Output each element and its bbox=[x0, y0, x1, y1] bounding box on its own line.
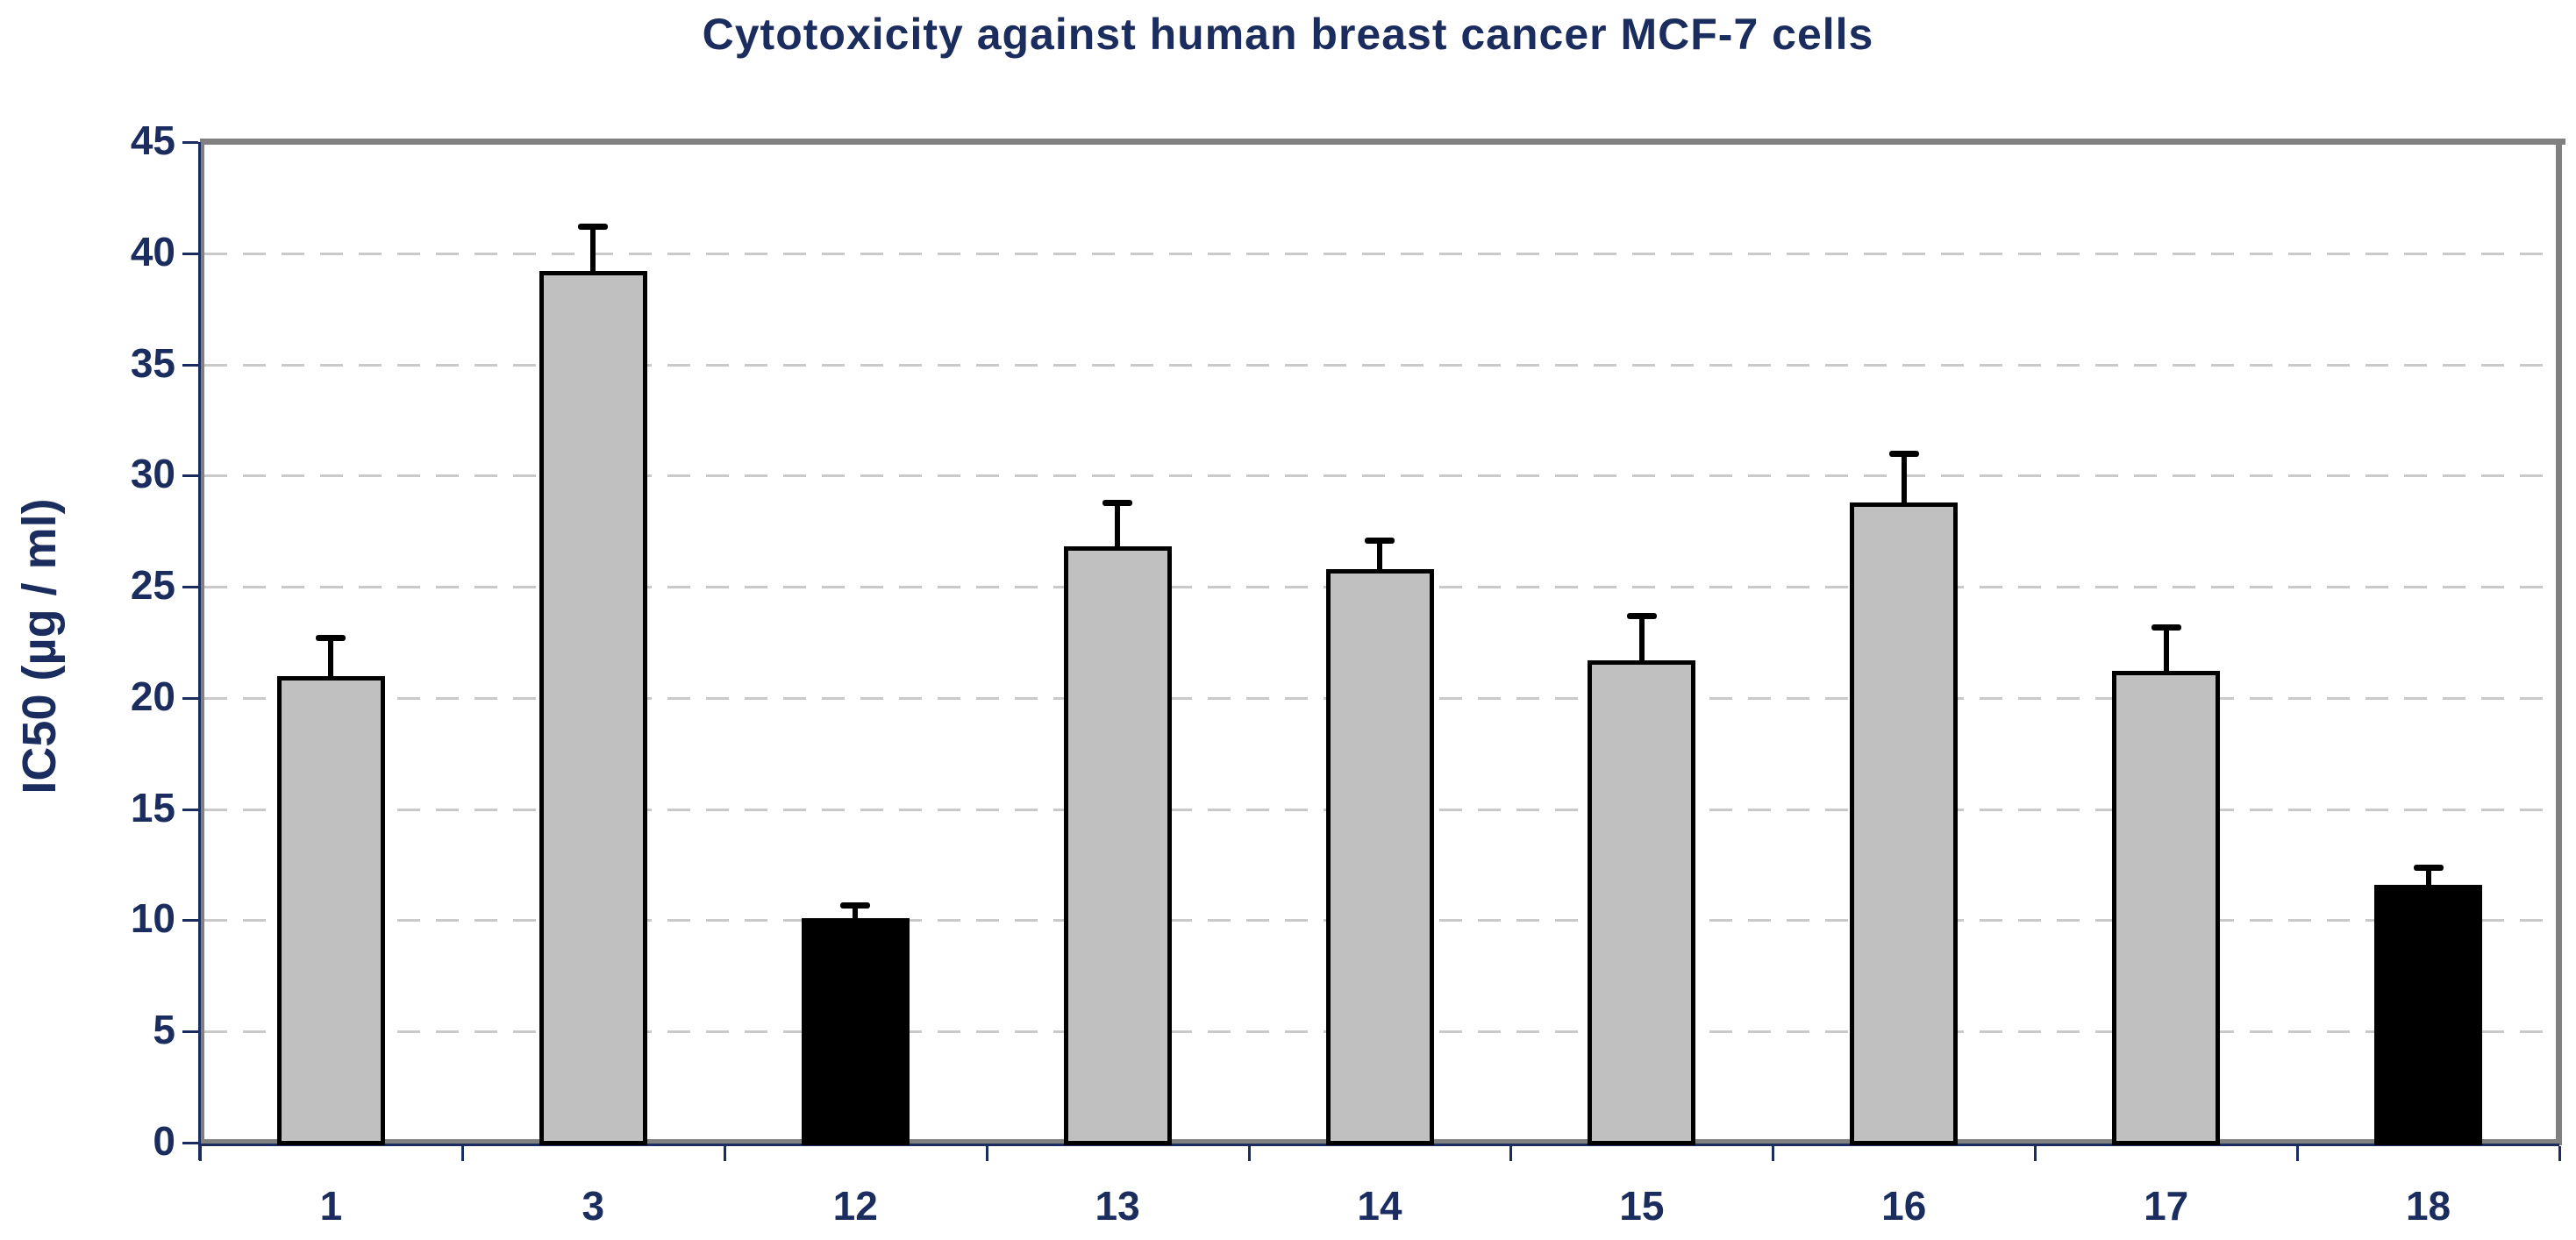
y-axis-tick bbox=[182, 696, 198, 700]
y-tick-label: 35 bbox=[130, 339, 175, 386]
error-bar-cap bbox=[1626, 613, 1657, 620]
y-axis-tick bbox=[182, 1142, 198, 1144]
bar bbox=[1325, 568, 1434, 1145]
y-axis-tick bbox=[182, 919, 198, 923]
y-axis-tick bbox=[182, 141, 198, 144]
error-bar-cap bbox=[578, 224, 609, 231]
x-axis-tick bbox=[1509, 1146, 1513, 1161]
error-bar-cap bbox=[2413, 864, 2444, 871]
y-tick-label: 10 bbox=[130, 895, 175, 942]
error-bar-cap bbox=[1365, 537, 1395, 544]
gridline bbox=[204, 363, 2553, 367]
x-axis-tick bbox=[2034, 1146, 2037, 1161]
x-axis-tick bbox=[199, 1146, 202, 1161]
y-tick-label: 45 bbox=[130, 118, 175, 163]
error-bar-stem bbox=[853, 906, 859, 918]
error-bar-stem bbox=[328, 639, 334, 676]
bar bbox=[801, 917, 910, 1145]
bar bbox=[1588, 659, 1696, 1145]
error-bar-stem bbox=[2163, 628, 2169, 672]
y-axis-tick bbox=[182, 586, 198, 589]
error-bar-stem bbox=[590, 228, 596, 272]
y-axis-line bbox=[198, 142, 201, 1160]
x-axis-tick bbox=[985, 1146, 988, 1161]
x-tick-label: 17 bbox=[2144, 1183, 2189, 1229]
bar bbox=[1850, 502, 1959, 1145]
y-axis-title: IC50 (µg / ml) bbox=[13, 498, 66, 795]
x-tick-label: 14 bbox=[1357, 1183, 1402, 1229]
x-tick-label: 18 bbox=[2405, 1183, 2451, 1229]
x-axis-tick bbox=[2296, 1146, 2300, 1161]
x-tick-label: 3 bbox=[582, 1183, 605, 1229]
error-bar-cap bbox=[1102, 499, 1133, 506]
error-bar-cap bbox=[316, 635, 346, 642]
y-axis-tick bbox=[182, 363, 198, 367]
x-tick-label: 15 bbox=[1619, 1183, 1665, 1229]
error-bar-stem bbox=[1377, 541, 1382, 569]
y-tick-label: 20 bbox=[130, 673, 175, 719]
chart-title: Cytotoxicity against human breast cancer… bbox=[702, 10, 1874, 59]
y-axis-tick bbox=[182, 474, 198, 478]
bar bbox=[2112, 671, 2221, 1145]
y-axis-tick bbox=[182, 1030, 198, 1034]
y-tick-label: 25 bbox=[130, 562, 175, 609]
y-tick-label: 0 bbox=[153, 1118, 175, 1164]
x-tick-label: 16 bbox=[1881, 1183, 1927, 1229]
error-bar-stem bbox=[1638, 617, 1645, 660]
error-bar-stem bbox=[1901, 454, 1907, 502]
y-tick-label: 5 bbox=[153, 1007, 175, 1053]
y-axis-tick bbox=[182, 252, 198, 255]
bar bbox=[539, 271, 647, 1145]
plot-border-right bbox=[2556, 139, 2562, 1145]
x-axis-tick bbox=[460, 1146, 464, 1161]
x-tick-label: 13 bbox=[1095, 1183, 1140, 1229]
x-axis-tick bbox=[1772, 1146, 1775, 1161]
gridline bbox=[204, 252, 2553, 255]
y-axis-tick bbox=[182, 808, 198, 811]
x-tick-label: 1 bbox=[319, 1183, 343, 1229]
error-bar-stem bbox=[1115, 503, 1121, 547]
x-axis-tick bbox=[1247, 1146, 1251, 1161]
bar bbox=[276, 675, 385, 1145]
plot-border-top bbox=[200, 139, 2565, 145]
bar bbox=[2374, 884, 2483, 1145]
x-tick-label: 12 bbox=[832, 1183, 878, 1229]
bar bbox=[1063, 546, 1172, 1145]
x-axis-tick bbox=[2558, 1146, 2561, 1161]
gridline bbox=[204, 474, 2553, 478]
x-axis-tick bbox=[723, 1146, 726, 1161]
y-axis-shadow bbox=[201, 142, 204, 1143]
y-tick-label: 15 bbox=[130, 784, 175, 830]
error-bar-cap bbox=[2151, 624, 2181, 631]
error-bar-stem bbox=[2425, 868, 2431, 885]
error-bar-cap bbox=[1888, 450, 1919, 457]
error-bar-cap bbox=[840, 901, 871, 909]
y-tick-label: 40 bbox=[130, 228, 175, 274]
y-tick-label: 30 bbox=[130, 451, 175, 497]
